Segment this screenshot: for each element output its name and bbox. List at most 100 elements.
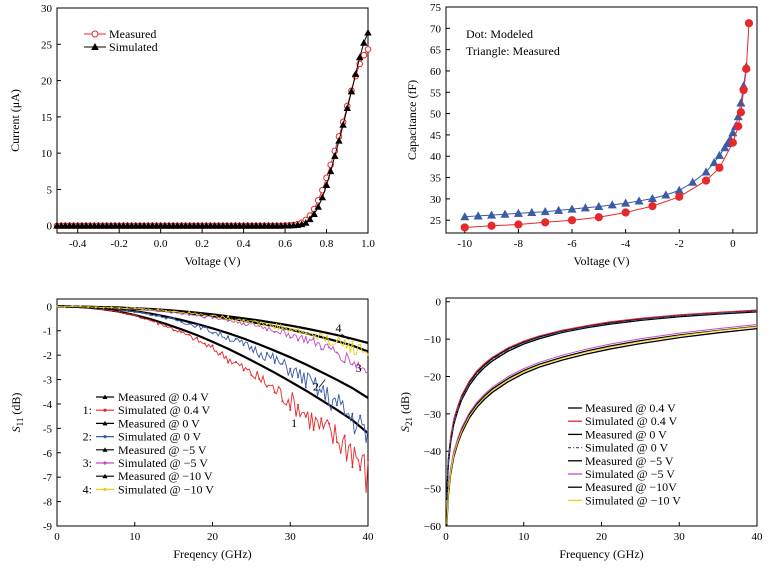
sim-point bbox=[273, 327, 276, 330]
sim-point bbox=[234, 319, 237, 322]
x-tick-label: 0.2 bbox=[195, 238, 209, 250]
sim-point bbox=[164, 317, 167, 320]
x-tick-label: 0.8 bbox=[320, 238, 334, 250]
sim-point bbox=[188, 311, 191, 314]
y-tick-label: 65 bbox=[430, 45, 442, 57]
sim-point bbox=[250, 374, 253, 377]
measured-point bbox=[720, 143, 730, 152]
sim-point bbox=[265, 323, 268, 326]
sim-point bbox=[242, 369, 245, 372]
y-tick-label: 60 bbox=[430, 66, 442, 78]
legend-label: Simulated @ 0 V bbox=[118, 430, 201, 444]
sim-point bbox=[188, 333, 191, 336]
sim-point bbox=[118, 310, 121, 313]
legend-marker bbox=[103, 435, 107, 439]
y-tick-label: −40 bbox=[424, 446, 442, 458]
y-tick-label: 30 bbox=[430, 194, 442, 206]
legend-marker bbox=[91, 42, 99, 51]
y-tick-label: -9 bbox=[43, 521, 53, 533]
sim-point bbox=[304, 336, 307, 339]
simulated-point bbox=[326, 167, 335, 175]
y-tick-label: -3 bbox=[43, 375, 53, 387]
plot-frame bbox=[56, 7, 369, 234]
measured-point bbox=[736, 98, 746, 107]
simulated-point bbox=[364, 28, 372, 36]
modeled-point bbox=[621, 208, 630, 217]
modeled-point bbox=[736, 108, 746, 117]
sim-point bbox=[125, 309, 128, 312]
s21-series-3 bbox=[446, 310, 758, 499]
legend-label: Measured @ 0 V bbox=[585, 427, 667, 441]
s21-series-2 bbox=[446, 311, 758, 500]
x-tick-label: -10 bbox=[457, 238, 472, 250]
simulated-point bbox=[355, 53, 364, 61]
y-tick-label: -6 bbox=[43, 448, 53, 460]
modeled-point bbox=[715, 163, 724, 172]
legend-prefix: 1: bbox=[83, 403, 92, 417]
simulated-point bbox=[351, 70, 360, 77]
sim-point bbox=[258, 323, 261, 326]
sim-point bbox=[265, 329, 268, 332]
s21-series-0 bbox=[446, 309, 758, 497]
sim-point bbox=[367, 427, 369, 430]
modeled-point bbox=[675, 192, 684, 201]
x-tick-label: -0.2 bbox=[110, 238, 127, 250]
y-tick-label: −50 bbox=[424, 484, 442, 496]
s21-panel: 0 10 20 30 40 0 −10 −20 −30 −40 −50 −60 Frequency (G… bbox=[398, 297, 763, 561]
sim-point bbox=[157, 314, 160, 317]
sim-point bbox=[149, 319, 152, 322]
sim-point bbox=[195, 313, 198, 316]
simulated-point bbox=[302, 219, 310, 226]
sim-point bbox=[367, 353, 369, 356]
y-tick-label: -7 bbox=[43, 472, 53, 484]
y-tick-label: -8 bbox=[43, 497, 53, 509]
sim-point bbox=[250, 346, 253, 349]
modeled-point bbox=[514, 220, 523, 229]
sim-series-3 bbox=[57, 305, 369, 443]
sim-point bbox=[219, 352, 222, 355]
measured-point bbox=[714, 150, 724, 159]
y-axis-label-unit: (dB) bbox=[9, 393, 23, 418]
simulated-point bbox=[318, 193, 327, 201]
x-tick-label: 0 bbox=[730, 238, 736, 250]
sim-point bbox=[94, 306, 97, 309]
sim-point bbox=[250, 322, 253, 325]
sim-point bbox=[227, 335, 230, 338]
annotation-text: Dot: Modeled bbox=[466, 27, 533, 41]
legend-label: Measured @ −5 V bbox=[585, 454, 674, 468]
y-tick-label: 35 bbox=[430, 173, 442, 185]
measured-point bbox=[567, 204, 577, 213]
sim-point bbox=[320, 348, 323, 351]
sim-point bbox=[273, 362, 276, 365]
sim-point bbox=[289, 367, 292, 370]
sim-point bbox=[265, 385, 268, 388]
y-tick-label: 75 bbox=[430, 2, 442, 14]
modeled-point bbox=[648, 202, 657, 211]
legend-prefix: 4: bbox=[83, 482, 92, 496]
legend-label: Simulated @ −5 V bbox=[585, 467, 675, 481]
x-tick-label: 10 bbox=[518, 531, 530, 543]
sim-point bbox=[242, 322, 245, 325]
y-tick-label: 70 bbox=[430, 23, 442, 35]
y-tick-label: −20 bbox=[424, 371, 442, 383]
curve-label: 4 bbox=[335, 321, 341, 335]
y-tick-label: −30 bbox=[424, 409, 442, 421]
sim-point bbox=[79, 305, 82, 308]
modeled-point bbox=[739, 86, 748, 95]
measured-point bbox=[473, 211, 483, 220]
sim-point bbox=[110, 306, 113, 309]
sim-point bbox=[320, 332, 323, 335]
sim-point bbox=[180, 331, 183, 334]
sim-point bbox=[102, 306, 105, 309]
sim-point bbox=[149, 314, 152, 317]
measured-point bbox=[709, 158, 719, 167]
sim-point bbox=[164, 309, 167, 312]
legend-marker bbox=[103, 487, 107, 491]
sim-point bbox=[359, 469, 362, 472]
x-tick-label: -4 bbox=[621, 238, 631, 250]
sim-point bbox=[304, 332, 307, 335]
sim-point bbox=[351, 466, 354, 469]
sim-point bbox=[195, 324, 198, 327]
sim-point bbox=[227, 319, 230, 322]
y-axis-label-sub: 21 bbox=[404, 417, 414, 426]
